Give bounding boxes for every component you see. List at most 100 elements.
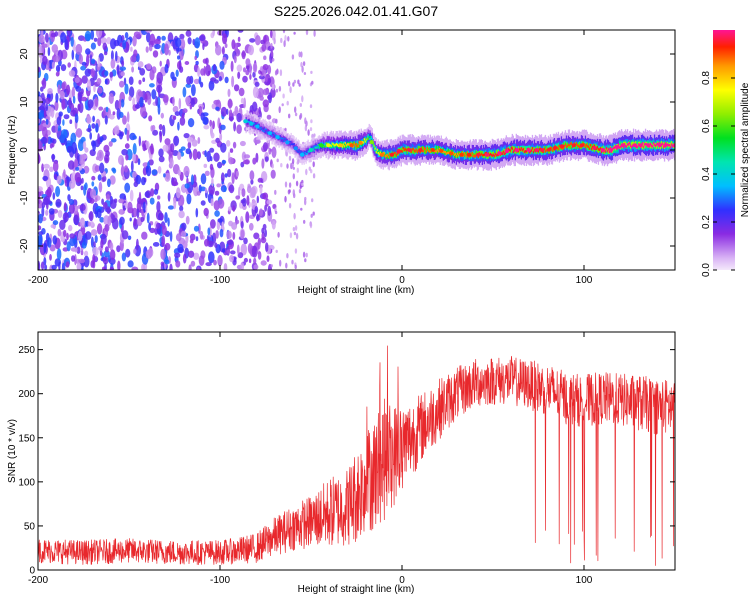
ridge-cell [624, 141, 627, 146]
noise-speckle [254, 35, 261, 46]
ridge-cell [568, 144, 571, 147]
ridge-cell [618, 140, 621, 147]
ridge-cell [316, 146, 318, 149]
spectrogram-xlabel: Height of straight line (km) [298, 285, 415, 296]
noise-speckle [40, 136, 48, 144]
noise-speckle [113, 198, 118, 204]
noise-speckle [111, 138, 117, 143]
colorbar-tick-label: 0.8 [701, 71, 712, 85]
noise-speckle [185, 215, 190, 225]
noise-speckle [43, 242, 47, 254]
ridge-cell [429, 148, 431, 153]
ridge-cell [552, 148, 555, 153]
ridge-cell [472, 153, 474, 157]
ridge-cell [306, 150, 308, 154]
ridge-cell [387, 155, 389, 159]
noise-speckle [44, 264, 48, 270]
noise-speckle [240, 97, 245, 104]
noise-speckle [179, 205, 184, 212]
noise-speckle [182, 108, 188, 114]
ridge-cell [414, 150, 416, 153]
ridge-cell [377, 149, 379, 153]
noise-speckle [205, 57, 209, 65]
noise-speckle [305, 30, 309, 36]
noise-speckle [138, 135, 141, 147]
ridge-cell [353, 142, 355, 145]
ridge-cell [293, 143, 295, 145]
noise-speckle [246, 195, 250, 206]
noise-speckle [184, 183, 190, 189]
noise-speckle [70, 132, 77, 144]
ridge-cell [247, 120, 249, 125]
noise-speckle [50, 107, 55, 118]
ridge-cell [341, 145, 343, 148]
ridge-cell [484, 152, 486, 155]
ridge-peak [540, 148, 545, 152]
noise-speckle [142, 143, 147, 152]
noise-speckle [136, 208, 140, 219]
noise-speckle [262, 192, 269, 200]
ridge-cell [548, 149, 551, 154]
noise-speckle [157, 166, 162, 174]
noise-speckle [287, 36, 290, 42]
ridge-cell [567, 144, 570, 149]
ridge-cell [471, 151, 473, 155]
noise-speckle [294, 248, 298, 254]
noise-speckle [92, 115, 95, 123]
noise-speckle [148, 222, 152, 231]
ridge-cell [363, 139, 365, 145]
ridge-peak [608, 148, 614, 152]
noise-speckle [60, 64, 67, 72]
ridge-cell [479, 150, 481, 155]
ridge-cell [655, 144, 658, 149]
ridge-peak [358, 141, 363, 145]
ridge-cell [511, 147, 513, 150]
ridge-cell [404, 147, 406, 151]
noise-speckle [67, 194, 71, 202]
noise-speckle [146, 212, 150, 224]
noise-speckle [270, 169, 276, 179]
ridge-cell [503, 149, 505, 154]
noise-speckle [226, 230, 232, 239]
ridge-cell [312, 146, 314, 150]
ridge-peak [600, 148, 605, 152]
ridge-cell [290, 143, 292, 146]
ridge-cell [434, 150, 436, 153]
noise-speckle [38, 213, 43, 224]
noise-speckle [69, 237, 76, 247]
noise-speckle [173, 197, 177, 210]
ridge-cell [659, 145, 662, 150]
ridge-cell [263, 130, 265, 133]
noise-speckle [73, 214, 79, 225]
ridge-cell [354, 144, 356, 147]
noise-speckle [161, 235, 166, 247]
noise-speckle [145, 249, 152, 259]
noise-speckle [148, 159, 154, 166]
noise-speckle [91, 175, 96, 181]
ridge-cell [607, 147, 610, 151]
noise-speckle [221, 221, 225, 232]
noise-speckle [89, 221, 94, 227]
noise-speckle [112, 168, 117, 174]
noise-speckle [122, 115, 127, 125]
noise-speckle [245, 211, 250, 224]
noise-speckle [211, 103, 216, 110]
noise-speckle [42, 175, 48, 181]
noise-speckle [177, 121, 180, 131]
ridge-cell [490, 153, 492, 157]
ridge-cell [280, 138, 282, 140]
ridge-cell [481, 151, 483, 156]
ridge-cell [273, 134, 275, 138]
noise-speckle [133, 181, 139, 188]
ridge-cell [289, 141, 291, 146]
noise-speckle [44, 195, 51, 205]
ridge-cell [491, 154, 493, 157]
noise-speckle [151, 169, 158, 176]
noise-speckle [74, 77, 80, 84]
noise-speckle [71, 141, 77, 154]
ridge-cell [583, 143, 586, 146]
ridge-cell [532, 150, 535, 154]
noise-speckle [178, 98, 182, 110]
noise-speckle [249, 170, 255, 181]
x-tick-label: 100 [576, 275, 593, 286]
